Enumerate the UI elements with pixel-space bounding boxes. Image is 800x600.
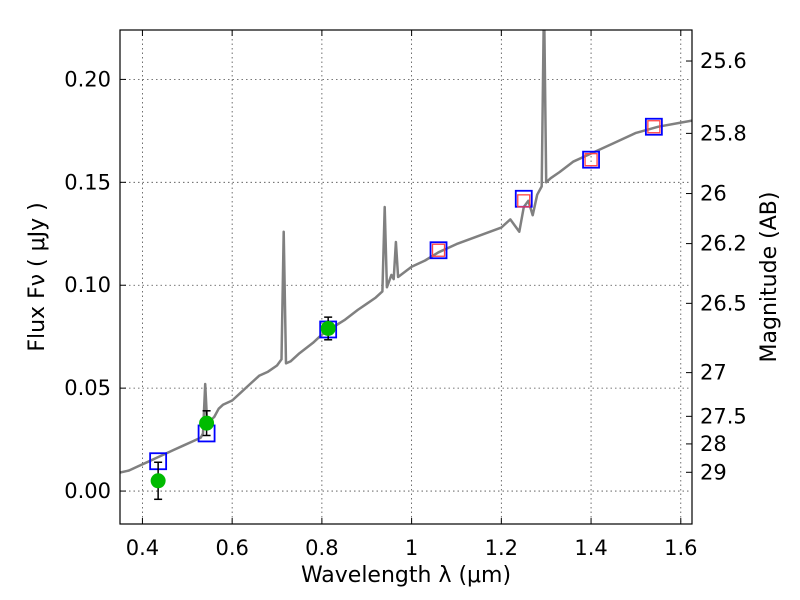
observed-point [199,415,215,431]
x-tick-label: 0.4 [126,536,159,560]
y-tick-label: 0.15 [64,170,111,194]
observed-square [584,153,598,167]
x-tick-label: 1.4 [574,536,607,560]
model-spectrum-line [120,30,692,474]
mag-tick-label: 27 [700,361,727,385]
mag-tick-label: 29 [700,460,727,484]
grid [120,30,692,524]
x-tick-label: 0.6 [215,536,248,560]
y2-axis-label: Magnitude (AB) [757,192,782,363]
observed-point [320,320,336,336]
mag-tick-label: 26.2 [700,232,747,256]
model-photometry-square [429,241,448,260]
mag-tick-label: 27.5 [700,404,747,428]
observed-square [647,120,661,134]
tick-layer: 0.4 0.6 0.8 1 1.2 1.4 1.6 0.00 0.05 0.10 0.15 0.20 2… [64,30,747,560]
mag-tick-label: 25.6 [700,49,747,73]
y-tick-label: 0.05 [64,376,111,400]
x-tick-label: 1.2 [485,536,518,560]
y-tick-label: 0.10 [64,273,111,297]
mag-tick-label: 28 [700,432,727,456]
x-tick-label: 0.8 [305,536,338,560]
mag-tick-label: 26 [700,182,727,206]
mag-tick-label: 26.5 [700,291,747,315]
y-tick-label: 0.20 [64,67,111,91]
y-tick-label: 0.00 [64,479,111,503]
x-tick-label: 1 [405,536,418,560]
y-axis-label: Flux Fν ( μJy ) [25,202,50,351]
model-photometry-square [582,150,600,169]
x-axis-label: Wavelength λ (μm) [301,563,511,588]
plot-frame [119,29,693,525]
observed-square [431,243,446,257]
x-tick-label: 1.6 [664,536,697,560]
spectrum-layer [120,30,692,474]
points-layer [149,117,663,501]
model-photometry-square [644,117,663,136]
observed-square [517,194,531,208]
mag-tick-label: 25.8 [700,121,747,145]
observed-point [150,473,166,489]
